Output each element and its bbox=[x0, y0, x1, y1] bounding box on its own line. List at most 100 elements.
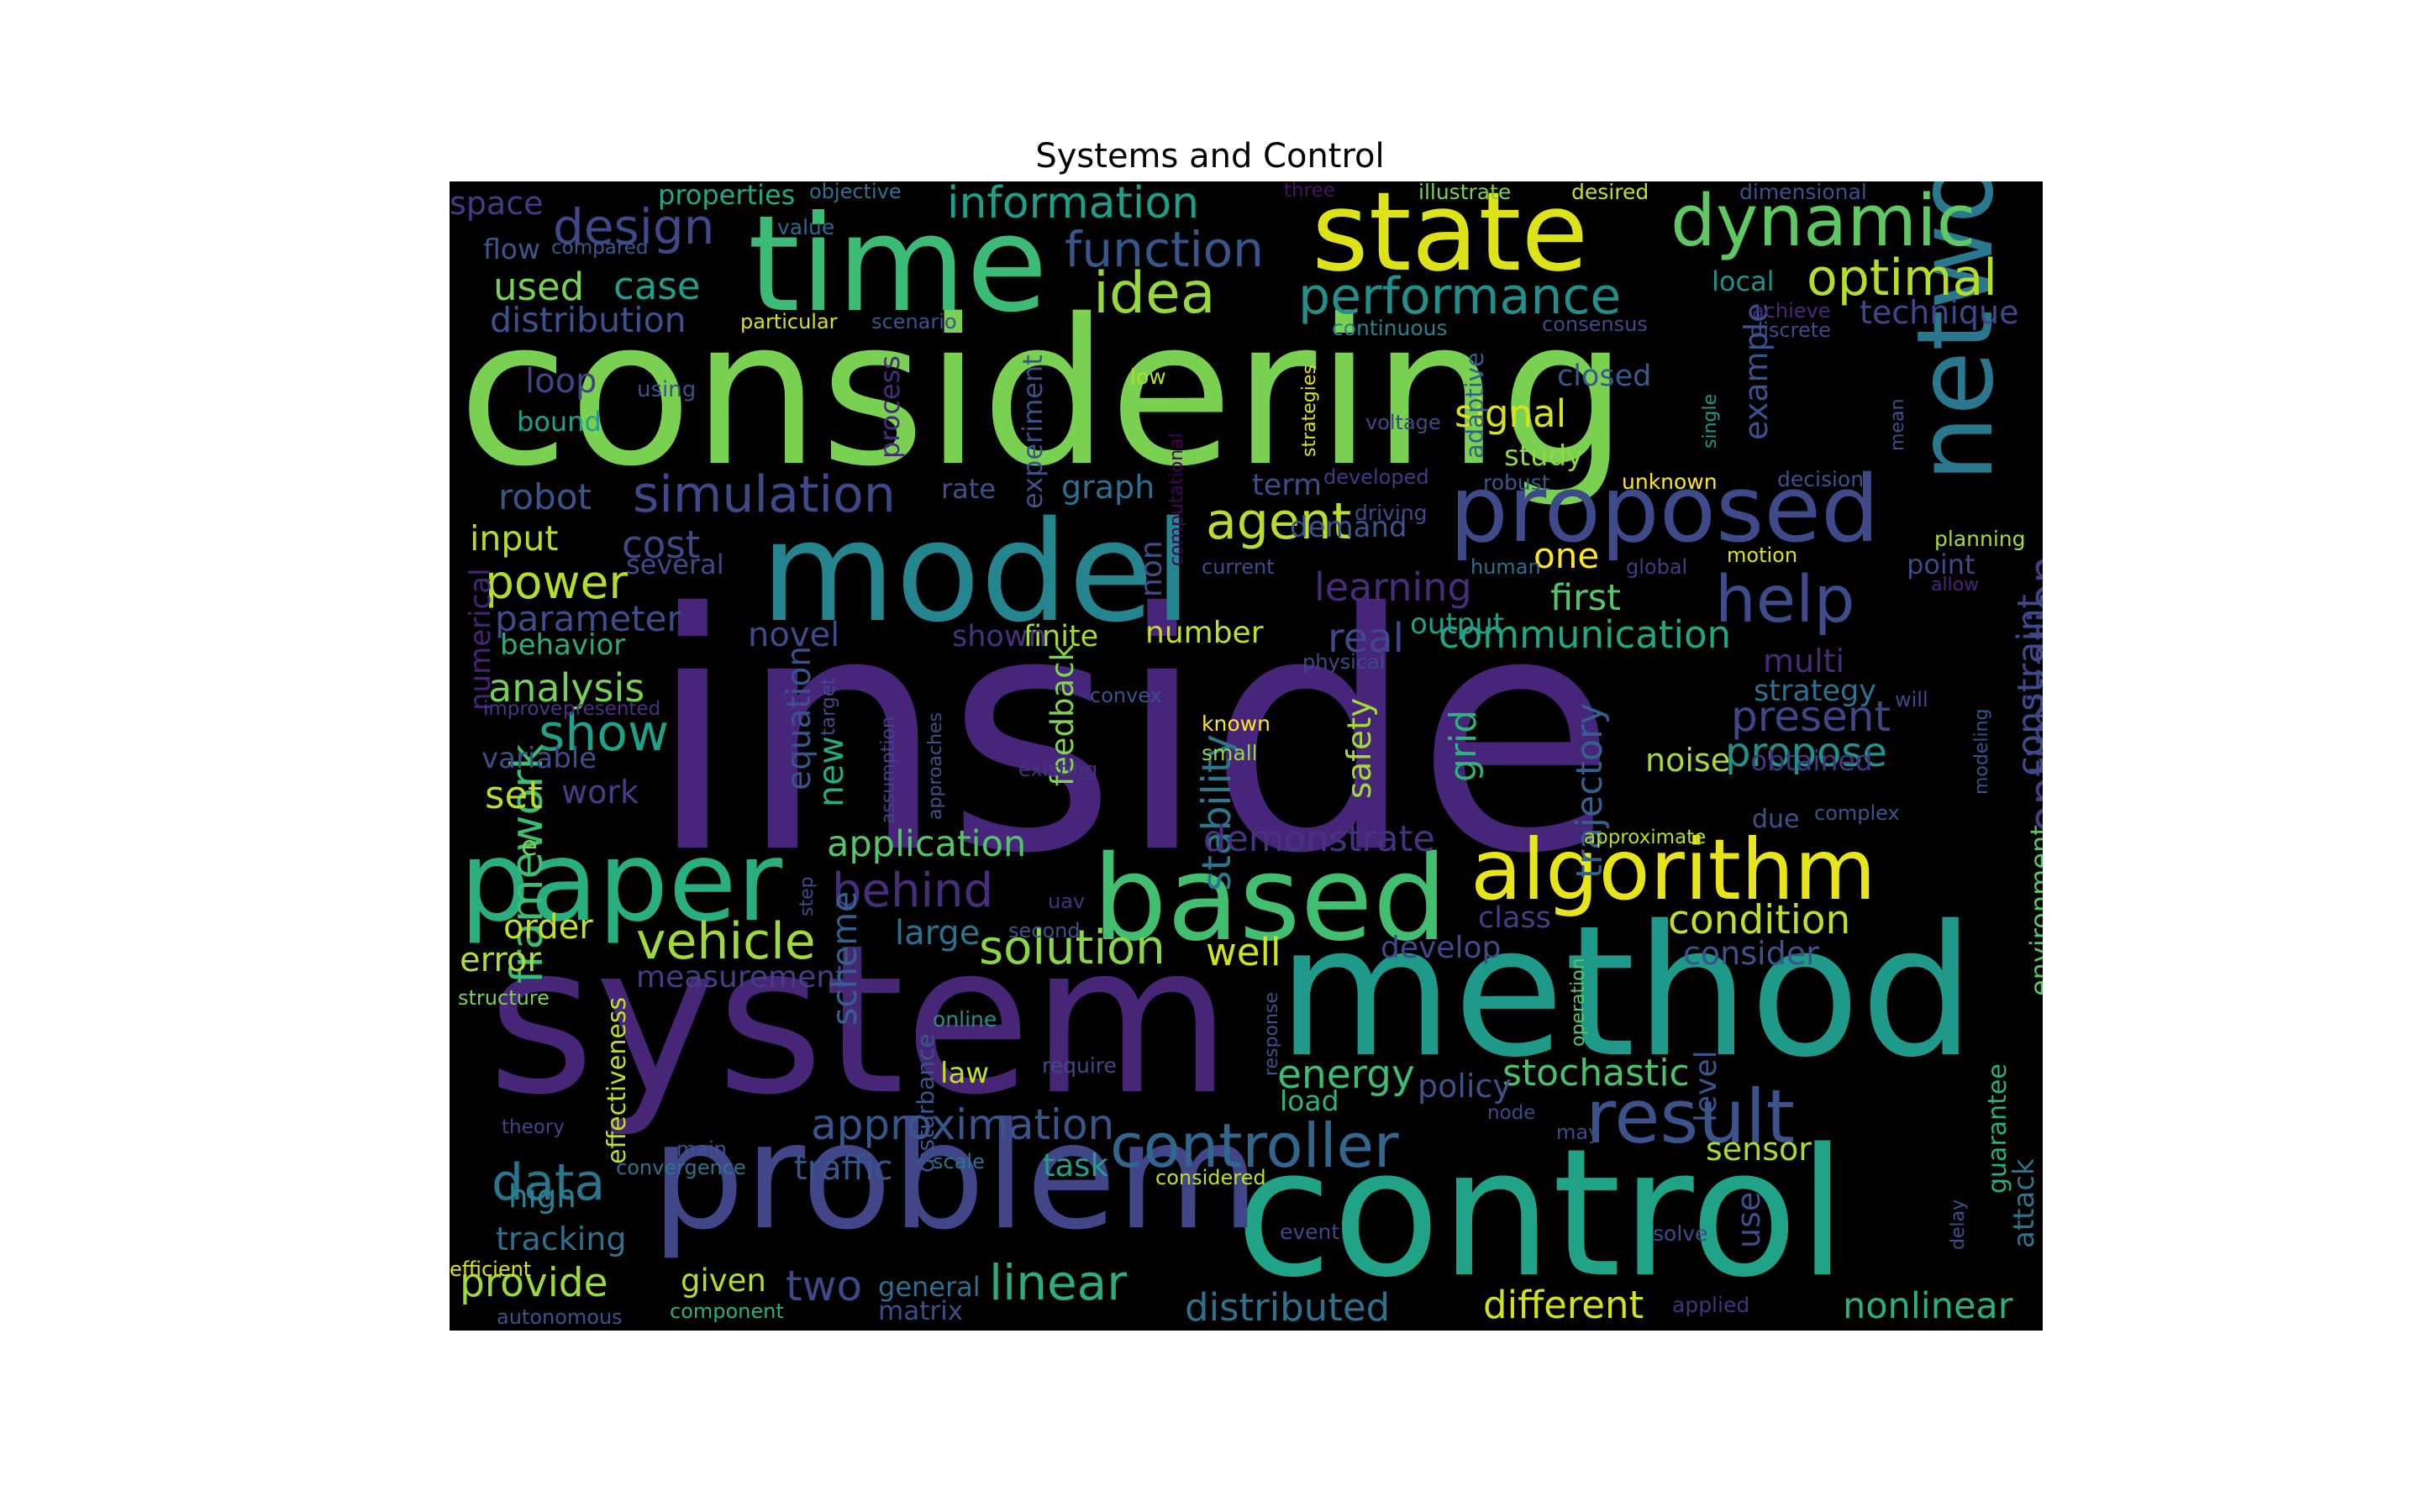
cloud-word: agent bbox=[1206, 492, 1352, 551]
cloud-word: human bbox=[1470, 555, 1541, 579]
cloud-word: two bbox=[786, 1262, 863, 1310]
cloud-word: efficient bbox=[450, 1257, 532, 1281]
cloud-word: considering bbox=[458, 276, 1628, 511]
cloud-word: linear bbox=[989, 1254, 1128, 1311]
cloud-word: delay bbox=[1948, 1199, 1969, 1250]
cloud-word: response bbox=[1261, 992, 1282, 1076]
cloud-word: simulation bbox=[633, 465, 896, 524]
cloud-word: robust bbox=[1483, 470, 1550, 495]
cloud-word: operation bbox=[1568, 958, 1589, 1047]
cloud-word: show bbox=[539, 704, 670, 763]
cloud-word: method bbox=[1277, 886, 1975, 1097]
cloud-word: decision bbox=[1777, 467, 1865, 491]
cloud-word: using bbox=[637, 377, 697, 402]
cloud-word: trajectory bbox=[1569, 702, 1611, 879]
cloud-word: structure bbox=[458, 986, 550, 1010]
cloud-word: tracking bbox=[496, 1221, 627, 1257]
cloud-word: set bbox=[485, 773, 543, 817]
cloud-word: develop bbox=[1381, 931, 1502, 965]
cloud-word: analysis bbox=[488, 665, 645, 711]
cloud-word: process bbox=[874, 355, 906, 459]
cloud-word: communication bbox=[1439, 612, 1732, 657]
cloud-word: guarantee bbox=[1983, 1063, 2012, 1194]
cloud-word: require bbox=[1042, 1053, 1117, 1078]
cloud-word: current bbox=[1202, 555, 1275, 579]
cloud-word: rate bbox=[941, 473, 996, 505]
cloud-word: state bbox=[1312, 181, 1589, 296]
cloud-word: e bbox=[521, 830, 538, 862]
cloud-word: output bbox=[1410, 607, 1505, 641]
cloud-word: performance bbox=[1298, 267, 1622, 326]
cloud-word: solution bbox=[979, 921, 1165, 975]
cloud-word: matrix bbox=[878, 1296, 964, 1326]
cloud-word: energy bbox=[1277, 1052, 1415, 1098]
cloud-word: consider bbox=[1683, 935, 1819, 972]
cloud-word: system bbox=[487, 900, 1232, 1140]
cloud-word: global bbox=[1626, 555, 1688, 579]
cloud-word: given bbox=[681, 1263, 766, 1299]
word-cloud: inside considering system control method prob… bbox=[450, 181, 2043, 1331]
cloud-word: step bbox=[797, 876, 818, 916]
cloud-word: allow bbox=[1931, 575, 1980, 596]
cloud-word: power bbox=[485, 555, 628, 609]
cloud-word: sensor bbox=[1706, 1131, 1812, 1168]
cloud-word: single bbox=[1700, 393, 1721, 449]
cloud-word: noise bbox=[1645, 742, 1731, 779]
cloud-word: attack bbox=[2007, 1158, 2041, 1248]
cloud-word: three bbox=[1284, 181, 1335, 202]
cloud-word: one bbox=[1534, 535, 1600, 576]
cloud-word: due bbox=[1752, 805, 1800, 834]
cloud-word: distributed bbox=[1185, 1285, 1391, 1330]
cloud-word: first bbox=[1550, 577, 1622, 619]
cloud-word: value bbox=[777, 215, 835, 239]
cloud-word: optimal bbox=[1807, 249, 1997, 307]
cloud-word: technique bbox=[1860, 294, 2019, 331]
cloud-word: proposed bbox=[1449, 455, 1880, 563]
cloud-word: shown bbox=[952, 620, 1047, 654]
cloud-word: algorithm bbox=[1470, 821, 1876, 919]
cloud-word: properties bbox=[658, 181, 796, 211]
cloud-word: law bbox=[940, 1057, 990, 1090]
cloud-word: main bbox=[676, 1137, 727, 1161]
cloud-word: term bbox=[1252, 469, 1323, 502]
cloud-word: large bbox=[895, 914, 981, 953]
cloud-word: parameter bbox=[495, 598, 681, 639]
cloud-word: scheme bbox=[824, 890, 865, 1026]
cloud-word: high bbox=[508, 1179, 576, 1215]
cloud-word: computational bbox=[1166, 433, 1187, 566]
cloud-word: strategy bbox=[1754, 675, 1876, 708]
cloud-word: complex bbox=[1814, 801, 1900, 825]
cloud-word: variable bbox=[481, 742, 597, 775]
cloud-word: nonlinear bbox=[1843, 1285, 2013, 1327]
cloud-word: design bbox=[553, 198, 715, 255]
cloud-word: condition bbox=[1668, 897, 1851, 943]
cloud-word: class bbox=[1478, 901, 1551, 935]
cloud-word: low bbox=[1130, 365, 1166, 389]
cloud-word: input bbox=[470, 518, 559, 559]
cloud-word: help bbox=[1715, 563, 1855, 638]
cloud-word: provide bbox=[460, 1260, 608, 1306]
cloud-word: will bbox=[1895, 688, 1928, 711]
cloud-word: event bbox=[1280, 1220, 1340, 1244]
cloud-word: improve bbox=[483, 698, 563, 720]
cloud-word: present bbox=[1731, 692, 1891, 741]
cloud-word: local bbox=[1712, 265, 1775, 297]
cloud-word: case bbox=[613, 264, 701, 308]
cloud-word: developed bbox=[1323, 465, 1429, 489]
cloud-word: demonstrate bbox=[1203, 818, 1435, 860]
cloud-word: approaches bbox=[925, 712, 946, 820]
cloud-word: error bbox=[460, 941, 541, 979]
cloud-word: load bbox=[1280, 1084, 1339, 1117]
cloud-word: novel bbox=[748, 616, 840, 654]
cloud-word: scenario bbox=[871, 310, 957, 333]
cloud-word: several bbox=[626, 549, 724, 580]
cloud-word: level bbox=[1689, 1050, 1723, 1122]
cloud-word: dynamic bbox=[1670, 181, 1976, 263]
cloud-word: learning bbox=[1314, 564, 1472, 610]
cloud-word: behind bbox=[832, 864, 994, 918]
cloud-word: effectiveness bbox=[602, 996, 632, 1164]
cloud-word: obtained bbox=[1750, 744, 1873, 777]
cloud-word: signal bbox=[1455, 391, 1567, 436]
cloud-word: loop bbox=[525, 362, 597, 401]
cloud-word: controller bbox=[1110, 1110, 1399, 1181]
